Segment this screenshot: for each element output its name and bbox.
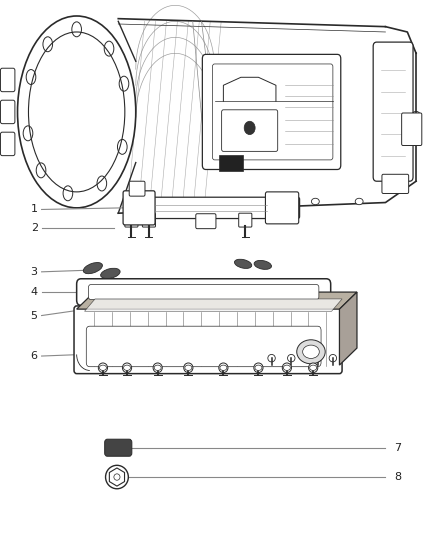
Ellipse shape	[310, 365, 317, 370]
Text: 6: 6	[31, 351, 38, 361]
FancyBboxPatch shape	[77, 279, 331, 305]
Ellipse shape	[303, 345, 319, 359]
Ellipse shape	[254, 261, 272, 269]
Ellipse shape	[99, 365, 106, 370]
Ellipse shape	[149, 198, 157, 205]
Text: 7: 7	[394, 443, 401, 453]
Ellipse shape	[106, 465, 128, 489]
FancyBboxPatch shape	[0, 132, 15, 156]
FancyBboxPatch shape	[88, 285, 319, 300]
Polygon shape	[339, 292, 357, 365]
FancyBboxPatch shape	[402, 113, 422, 146]
Ellipse shape	[311, 198, 319, 205]
Ellipse shape	[124, 365, 131, 370]
Ellipse shape	[234, 259, 252, 269]
Ellipse shape	[254, 363, 263, 373]
Ellipse shape	[259, 198, 267, 205]
Ellipse shape	[98, 363, 107, 373]
Ellipse shape	[287, 354, 295, 362]
Ellipse shape	[184, 363, 193, 373]
Ellipse shape	[114, 474, 120, 480]
Ellipse shape	[153, 363, 162, 373]
FancyBboxPatch shape	[123, 191, 155, 225]
FancyBboxPatch shape	[239, 213, 252, 227]
Ellipse shape	[122, 363, 131, 373]
FancyBboxPatch shape	[74, 306, 342, 374]
Ellipse shape	[154, 365, 161, 370]
FancyBboxPatch shape	[0, 100, 15, 124]
FancyBboxPatch shape	[125, 213, 138, 227]
Ellipse shape	[297, 340, 325, 364]
FancyBboxPatch shape	[0, 68, 15, 92]
Ellipse shape	[185, 365, 192, 370]
Ellipse shape	[219, 363, 228, 373]
FancyBboxPatch shape	[373, 42, 413, 181]
Text: 4: 4	[31, 287, 38, 297]
FancyBboxPatch shape	[196, 214, 216, 229]
Text: 2: 2	[31, 223, 38, 232]
FancyBboxPatch shape	[202, 54, 341, 169]
Polygon shape	[85, 299, 342, 311]
Ellipse shape	[308, 363, 318, 373]
FancyBboxPatch shape	[382, 174, 409, 193]
Text: 3: 3	[31, 267, 38, 277]
FancyBboxPatch shape	[125, 197, 300, 219]
Text: 8: 8	[394, 472, 401, 482]
Ellipse shape	[314, 354, 321, 362]
Ellipse shape	[244, 122, 255, 135]
FancyBboxPatch shape	[265, 192, 299, 224]
Ellipse shape	[220, 365, 227, 370]
Ellipse shape	[329, 354, 336, 362]
Ellipse shape	[83, 263, 102, 273]
FancyBboxPatch shape	[222, 110, 278, 151]
FancyBboxPatch shape	[86, 326, 321, 367]
Ellipse shape	[101, 268, 120, 279]
Polygon shape	[77, 292, 357, 309]
Bar	[219, 155, 243, 171]
FancyBboxPatch shape	[105, 439, 132, 456]
Ellipse shape	[282, 363, 291, 373]
Polygon shape	[110, 468, 124, 486]
Ellipse shape	[355, 198, 363, 205]
Ellipse shape	[255, 365, 262, 370]
Ellipse shape	[283, 365, 290, 370]
FancyBboxPatch shape	[212, 64, 333, 160]
Ellipse shape	[193, 198, 201, 205]
FancyBboxPatch shape	[142, 213, 155, 227]
FancyBboxPatch shape	[129, 181, 145, 196]
Text: 5: 5	[31, 311, 38, 320]
Text: 1: 1	[31, 205, 38, 214]
Ellipse shape	[268, 354, 275, 362]
